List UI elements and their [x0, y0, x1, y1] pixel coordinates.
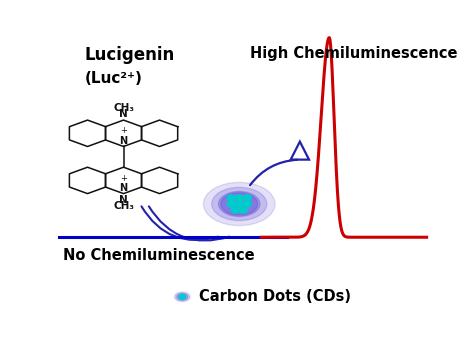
Text: N: N [119, 109, 128, 119]
Text: +: + [120, 126, 127, 135]
Circle shape [239, 207, 247, 213]
Text: Carbon Dots (CDs): Carbon Dots (CDs) [199, 289, 351, 304]
Text: N: N [119, 195, 128, 205]
Text: CH₃: CH₃ [113, 103, 134, 113]
Ellipse shape [221, 193, 258, 215]
Circle shape [227, 195, 235, 201]
Circle shape [243, 201, 251, 207]
Text: (Luc²⁺): (Luc²⁺) [85, 71, 143, 86]
Circle shape [179, 294, 186, 299]
Text: CH₃: CH₃ [113, 201, 134, 211]
Circle shape [235, 201, 243, 207]
Ellipse shape [212, 187, 267, 221]
Ellipse shape [203, 183, 275, 226]
Text: High Chemiluminescence: High Chemiluminescence [250, 46, 458, 61]
Text: N: N [119, 183, 128, 193]
Ellipse shape [177, 293, 188, 300]
Ellipse shape [174, 292, 190, 301]
Text: +: + [120, 174, 127, 183]
Circle shape [235, 195, 243, 201]
Circle shape [227, 201, 235, 207]
Circle shape [243, 195, 251, 201]
Text: Lucigenin: Lucigenin [85, 46, 175, 64]
Circle shape [231, 207, 239, 213]
Text: No Chemiluminescence: No Chemiluminescence [63, 248, 255, 263]
Ellipse shape [219, 192, 260, 216]
Text: N: N [119, 135, 128, 145]
